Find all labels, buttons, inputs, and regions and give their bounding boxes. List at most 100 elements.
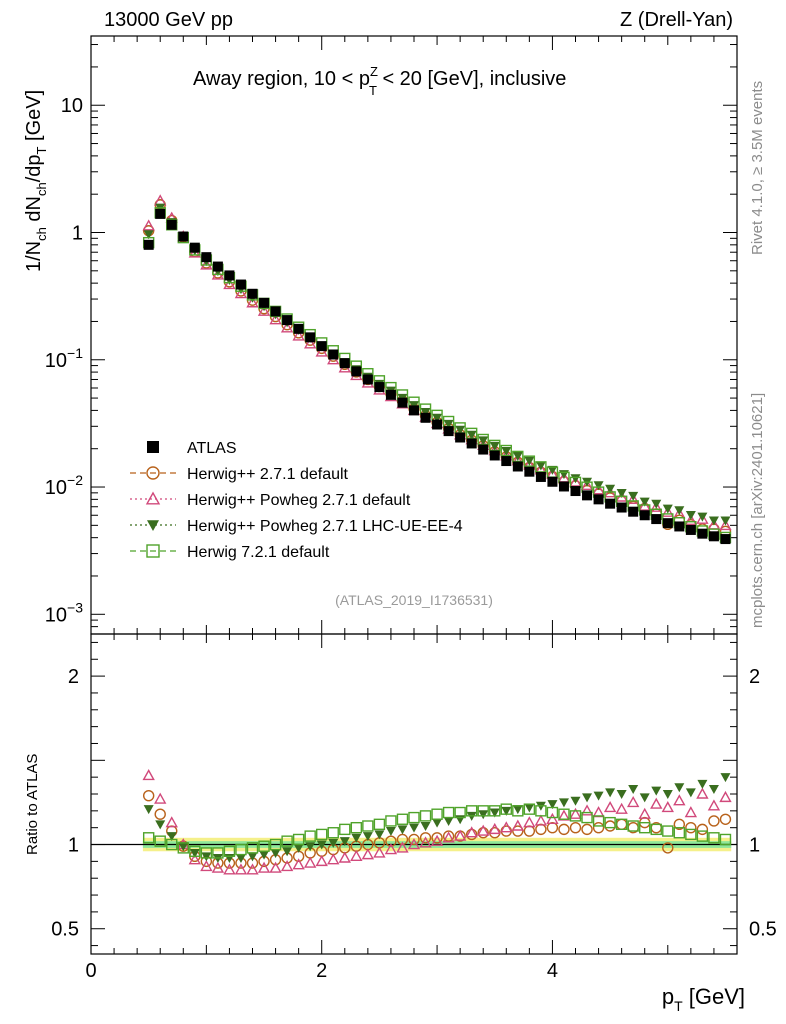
ratio-point-herwig-721-default <box>685 828 697 841</box>
ratio-point-herwig-powheg-271-lhc-ue-ee-4 <box>662 790 673 799</box>
y-tick-label: 1 <box>72 223 83 245</box>
point-ATLAS <box>558 481 569 492</box>
ratio-point-herwig-271-default <box>512 825 524 837</box>
ratio-point-herwig-271-default <box>581 823 593 836</box>
ratio-point-herwig-powheg-271-default <box>707 799 721 811</box>
ratio-point-herwig-powheg-271-lhc-ue-ee-4 <box>478 810 489 820</box>
point-herwig-powheg-271-lhc-ue-ee-4 <box>443 419 454 429</box>
point-ATLAS <box>259 297 270 308</box>
ratio-point-herwig-powheg-271-default <box>211 861 225 873</box>
x-tick-label: 4 <box>547 960 558 982</box>
legend: ATLAS Herwig++ 2.7.1 default Herwig++ Powh… <box>130 440 463 561</box>
point-herwig-powheg-271-lhc-ue-ee-4 <box>593 481 604 491</box>
ratio-point-herwig-powheg-271-lhc-ue-ee-4 <box>685 788 696 798</box>
point-herwig-powheg-271-default <box>719 518 732 531</box>
point-ATLAS <box>651 514 662 525</box>
point-herwig-721-default <box>523 455 536 467</box>
point-herwig-721-default <box>500 444 512 457</box>
ratio-point-herwig-721-default <box>362 820 374 832</box>
ratio-point-herwig-271-default <box>569 821 582 834</box>
point-ATLAS <box>409 405 419 416</box>
point-herwig-powheg-271-lhc-ue-ee-4 <box>720 516 731 526</box>
ratio-point-herwig-powheg-271-default <box>257 861 271 873</box>
ratio-point-herwig-721-default <box>350 821 363 834</box>
point-ATLAS <box>639 510 650 521</box>
point-herwig-721-default <box>512 450 524 463</box>
ratio-point-herwig-271-default <box>662 842 674 854</box>
ratio-point-herwig-721-default <box>189 845 201 857</box>
ratio-point-herwig-721-default <box>212 847 224 859</box>
point-herwig-powheg-271-lhc-ue-ee-4 <box>489 441 500 451</box>
legend-label-herwig-721-default: Herwig 7.2.1 default <box>187 544 330 561</box>
ratio-point-herwig-powheg-271-default <box>292 858 305 870</box>
point-ATLAS <box>466 438 477 449</box>
ratio-point-herwig-powheg-271-default <box>338 851 351 863</box>
legend-label-herwig-271-default: Herwig++ 2.7.1 default <box>187 466 349 483</box>
ratio-point-herwig-721-default <box>465 805 478 817</box>
ratio-point-herwig-powheg-271-default <box>327 853 340 865</box>
ratio-point-herwig-powheg-271-default <box>534 814 548 826</box>
ratio-point-herwig-721-default <box>708 832 720 844</box>
ratio-point-herwig-powheg-271-lhc-ue-ee-4 <box>455 815 466 825</box>
ratio-y-tick-label-right: 0.5 <box>749 919 777 941</box>
ratio-point-herwig-721-default <box>154 835 166 847</box>
ratio-point-herwig-271-default <box>396 833 409 846</box>
ratio-point-herwig-powheg-271-lhc-ue-ee-4 <box>558 798 569 808</box>
x-axis-tick-labels: 0 2 4 <box>85 960 558 982</box>
ratio-y-tick-label-right: 1 <box>749 835 760 857</box>
point-ATLAS <box>305 332 316 343</box>
ratio-point-herwig-powheg-271-default <box>442 831 455 843</box>
point-herwig-powheg-271-default <box>223 277 236 290</box>
ratio-point-herwig-721-default <box>258 840 270 852</box>
point-ATLAS <box>708 531 719 542</box>
ratio-point-herwig-powheg-271-lhc-ue-ee-4 <box>259 850 270 860</box>
ratio-point-herwig-powheg-271-default <box>350 849 363 862</box>
ratio-point-herwig-721-default <box>373 818 386 831</box>
point-herwig-powheg-271-lhc-ue-ee-4 <box>628 491 639 501</box>
ratio-point-herwig-powheg-271-lhc-ue-ee-4 <box>224 854 235 863</box>
point-herwig-powheg-271-lhc-ue-ee-4 <box>432 413 443 423</box>
ratio-point-herwig-721-default <box>512 805 524 817</box>
ratio-point-herwig-powheg-271-lhc-ue-ee-4 <box>166 832 177 842</box>
ratio-point-herwig-powheg-271-lhc-ue-ee-4 <box>305 842 316 852</box>
ratio-point-herwig-powheg-271-default <box>373 846 386 858</box>
axis-ticks <box>90 36 738 954</box>
ratio-y-tick-label: 1 <box>68 835 79 857</box>
point-herwig-721-default <box>465 427 478 440</box>
ratio-point-herwig-721-default <box>662 825 674 837</box>
ratio-point-herwig-271-default <box>696 823 709 836</box>
point-ATLAS <box>224 270 235 281</box>
ratio-point-herwig-721-default <box>200 847 213 859</box>
ratio-point-herwig-powheg-271-lhc-ue-ee-4 <box>605 788 616 798</box>
ratio-point-herwig-powheg-271-lhc-ue-ee-4 <box>178 842 189 852</box>
point-ATLAS <box>616 502 627 513</box>
ratio-point-herwig-powheg-271-default <box>638 807 651 819</box>
ratio-point-herwig-powheg-271-lhc-ue-ee-4 <box>316 840 327 850</box>
point-ATLAS <box>662 518 673 529</box>
ratio-point-herwig-powheg-271-lhc-ue-ee-4 <box>432 818 443 828</box>
ratio-point-herwig-721-default <box>558 808 570 820</box>
header-right-label: Z (Drell-Yan) <box>620 9 733 31</box>
ratio-point-herwig-271-default <box>708 815 720 827</box>
ratio-point-herwig-powheg-271-lhc-ue-ee-4 <box>443 816 454 826</box>
ratio-point-herwig-powheg-271-lhc-ue-ee-4 <box>674 783 685 793</box>
point-ATLAS <box>178 231 189 242</box>
ratio-point-herwig-powheg-271-default <box>384 843 398 855</box>
point-ATLAS <box>362 374 373 385</box>
point-herwig-powheg-271-default <box>626 492 640 505</box>
point-herwig-powheg-271-lhc-ue-ee-4 <box>651 499 662 509</box>
ratio-point-herwig-271-default <box>477 827 489 839</box>
ratio-point-herwig-powheg-271-lhc-ue-ee-4 <box>697 779 708 789</box>
point-ATLAS <box>351 366 362 377</box>
ratio-point-herwig-721-default <box>696 830 709 842</box>
ratio-point-herwig-721-default <box>396 813 409 825</box>
ratio-y-tick-label-right: 2 <box>749 666 760 688</box>
ratio-point-herwig-powheg-271-lhc-ue-ee-4 <box>385 827 396 837</box>
y-tick-label: 10 <box>61 95 83 117</box>
ratio-point-herwig-powheg-271-lhc-ue-ee-4 <box>201 852 212 862</box>
point-herwig-powheg-271-lhc-ue-ee-4 <box>547 465 558 475</box>
ratio-point-herwig-powheg-271-lhc-ue-ee-4 <box>547 800 558 810</box>
ratio-point-herwig-powheg-271-lhc-ue-ee-4 <box>339 837 350 847</box>
ratio-point-herwig-powheg-271-lhc-ue-ee-4 <box>143 805 154 815</box>
